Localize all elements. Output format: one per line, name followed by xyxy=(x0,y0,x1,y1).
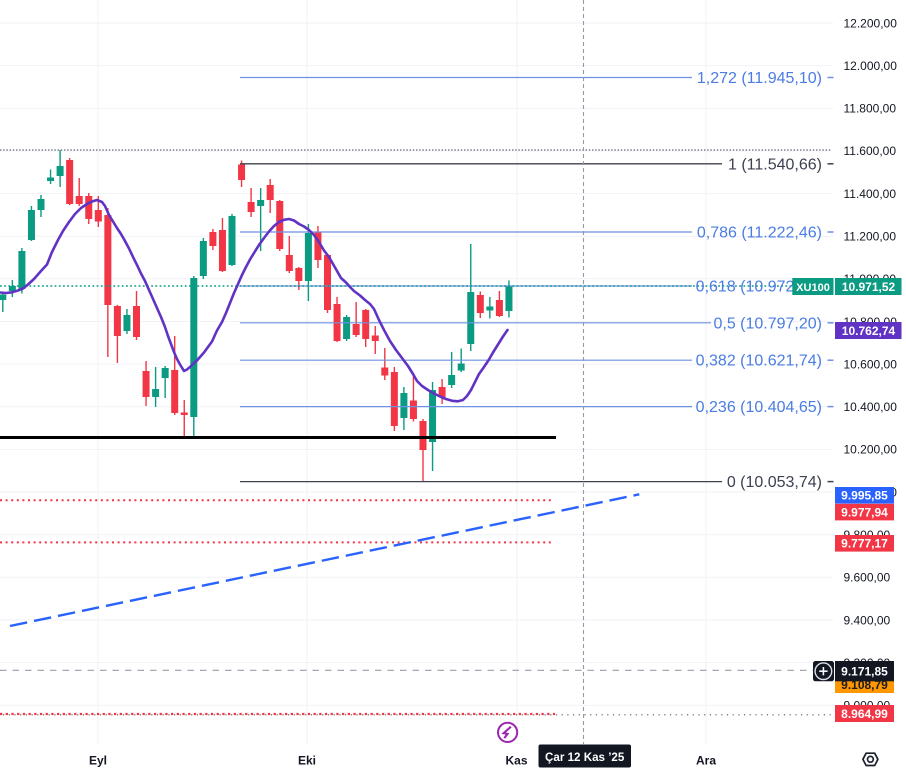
svg-text:0,236 (10.404,65): 0,236 (10.404,65) xyxy=(696,399,822,416)
svg-text:1,272 (11.945,10): 1,272 (11.945,10) xyxy=(697,70,822,87)
svg-text:1 (11.540,66): 1 (11.540,66) xyxy=(728,156,822,173)
svg-text:10.971,52: 10.971,52 xyxy=(842,280,896,294)
svg-text:11.600,00: 11.600,00 xyxy=(844,144,897,158)
svg-text:9.977,94: 9.977,94 xyxy=(841,505,888,519)
svg-text:0,382 (10.621,74): 0,382 (10.621,74) xyxy=(696,353,822,370)
svg-text:0 (10.053,74): 0 (10.053,74) xyxy=(727,474,822,491)
svg-text:0,5 (10.797,20): 0,5 (10.797,20) xyxy=(713,315,822,332)
svg-text:11.200,00: 11.200,00 xyxy=(844,230,897,244)
svg-text:9.400,00: 9.400,00 xyxy=(844,613,891,627)
svg-text:9.600,00: 9.600,00 xyxy=(844,571,891,585)
svg-text:Eyl: Eyl xyxy=(89,754,107,768)
svg-text:Çar 12 Kas ’25: Çar 12 Kas ’25 xyxy=(545,751,625,764)
svg-text:11.800,00: 11.800,00 xyxy=(844,102,897,116)
svg-text:8.964,99: 8.964,99 xyxy=(841,707,888,721)
svg-text:10.400,00: 10.400,00 xyxy=(844,400,898,414)
svg-text:Ara: Ara xyxy=(696,754,716,768)
svg-text:9.171,85: 9.171,85 xyxy=(841,664,888,678)
svg-text:12.200,00: 12.200,00 xyxy=(844,16,898,30)
svg-text:10.762,74: 10.762,74 xyxy=(842,324,896,338)
svg-text:9.995,85: 9.995,85 xyxy=(841,489,888,503)
svg-text:11.400,00: 11.400,00 xyxy=(844,187,897,201)
svg-text:XU100: XU100 xyxy=(796,282,830,294)
svg-text:12.000,00: 12.000,00 xyxy=(844,59,898,73)
svg-text:10.600,00: 10.600,00 xyxy=(844,357,898,371)
svg-text:0,786 (11.222,46): 0,786 (11.222,46) xyxy=(697,225,822,242)
svg-text:10.200,00: 10.200,00 xyxy=(844,443,898,457)
svg-text:9.777,17: 9.777,17 xyxy=(841,537,888,551)
svg-text:Eki: Eki xyxy=(298,754,316,768)
svg-text:Kas: Kas xyxy=(505,754,527,768)
svg-text:0,618 (10.972,46): 0,618 (10.972,46) xyxy=(696,279,822,296)
